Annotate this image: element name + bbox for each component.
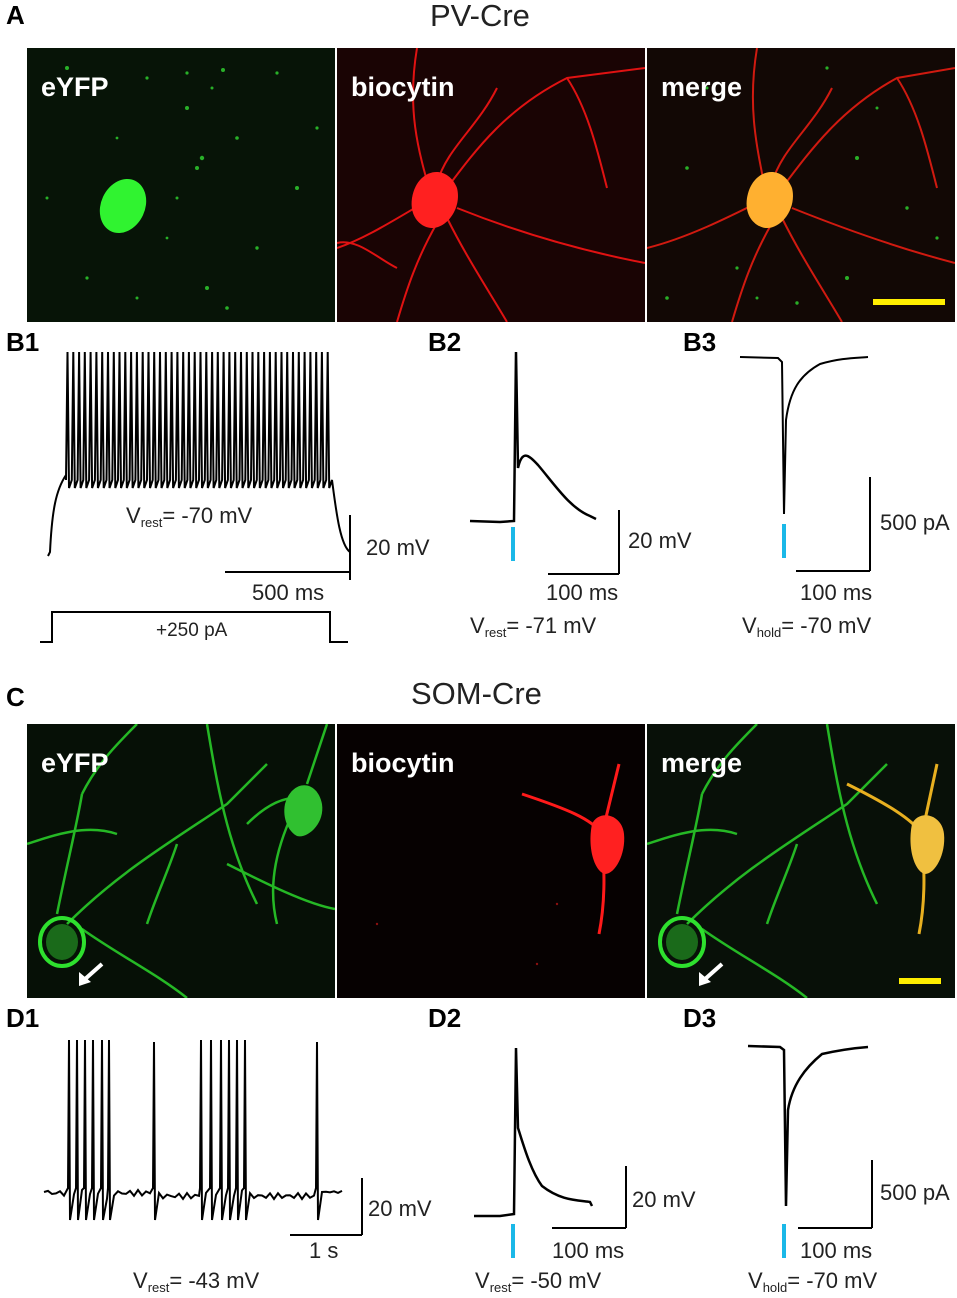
d3-light-pulse [782, 1224, 786, 1258]
som-merge-arrow-icon [699, 962, 724, 986]
b2-scale-x-label: 100 ms [546, 580, 619, 605]
d3-vhold-label: Vhold= -70 mV [748, 1268, 878, 1295]
panel-a-title: PV-Cre [430, 0, 530, 33]
d3-scale-x-label: 100 ms [800, 1238, 873, 1263]
b1-scale-y-label: 20 mV [366, 535, 430, 560]
som-biocytin-label: biocytin [351, 748, 455, 778]
d2-trace-plot [474, 1047, 627, 1258]
d1-trace-plot [43, 1039, 363, 1236]
d2-light-pulse [511, 1224, 515, 1258]
pv-biocytin-image: biocytin [337, 48, 645, 322]
som-merge-label: merge [661, 748, 743, 778]
panel-letter-b2: B2 [428, 327, 462, 357]
som-biocytin-image: biocytin [337, 724, 645, 998]
b1-vrest-label: Vrest= -70 mV [126, 503, 253, 530]
pv-merge-label: merge [661, 72, 743, 102]
som-eyfp-label: eYFP [41, 748, 109, 778]
b1-scale-x-label: 500 ms [252, 580, 325, 605]
b3-trace-plot [739, 356, 871, 572]
b1-trace-plot [40, 351, 351, 643]
b2-vrest-label: Vrest= -71 mV [470, 613, 597, 640]
pv-biocytin-label: biocytin [351, 72, 455, 102]
panel-letter-d2: D2 [428, 1003, 462, 1033]
b2-voltage-trace [469, 351, 597, 524]
b1-stimulus-label: +250 pA [156, 620, 228, 641]
b2-scale-y-label: 20 mV [628, 528, 692, 553]
d3-scale-y-label: 500 pA [880, 1180, 950, 1205]
d3-trace-plot [747, 1044, 873, 1258]
b3-current-trace [739, 356, 869, 515]
d3-current-trace [747, 1044, 869, 1207]
d2-scale-x-label: 100 ms [552, 1238, 625, 1263]
d1-voltage-trace [43, 1039, 343, 1221]
som-eyfp-image: eYFP [27, 724, 335, 998]
som-merge-image: merge [647, 724, 955, 998]
pv-eyfp-label: eYFP [41, 72, 109, 102]
b1-stimulus-trace [40, 611, 348, 643]
d2-vrest-label: Vrest= -50 mV [475, 1268, 602, 1295]
d2-scale-y-label: 20 mV [632, 1187, 696, 1212]
b3-scale-x-label: 100 ms [800, 580, 873, 605]
pv-eyfp-image: eYFP [27, 48, 335, 322]
panel-c-title: SOM-Cre [411, 676, 542, 711]
panel-letter-c: C [6, 682, 25, 712]
b2-light-pulse [511, 527, 515, 561]
b3-vhold-label: Vhold= -70 mV [742, 613, 872, 640]
b3-light-pulse [782, 524, 786, 558]
panel-letter-b1: B1 [6, 327, 40, 357]
b2-trace-plot [469, 351, 620, 575]
b3-scale-y-label: 500 pA [880, 510, 950, 535]
b1-voltage-trace [47, 351, 351, 557]
pv-merge-image: merge [647, 48, 955, 322]
d2-voltage-trace [474, 1047, 594, 1218]
panel-letter-a: A [6, 0, 25, 30]
d1-scale-y-label: 20 mV [368, 1196, 432, 1221]
panel-letter-d1: D1 [6, 1003, 40, 1033]
panel-letter-d3: D3 [683, 1003, 717, 1033]
som-eyfp-arrow-icon [79, 962, 104, 986]
som-scale-bar [899, 978, 941, 984]
d1-scale-x-label: 1 s [309, 1238, 339, 1263]
panel-letter-b3: B3 [683, 327, 717, 357]
d1-vrest-label: Vrest= -43 mV [133, 1268, 260, 1295]
pv-scale-bar [873, 299, 945, 305]
